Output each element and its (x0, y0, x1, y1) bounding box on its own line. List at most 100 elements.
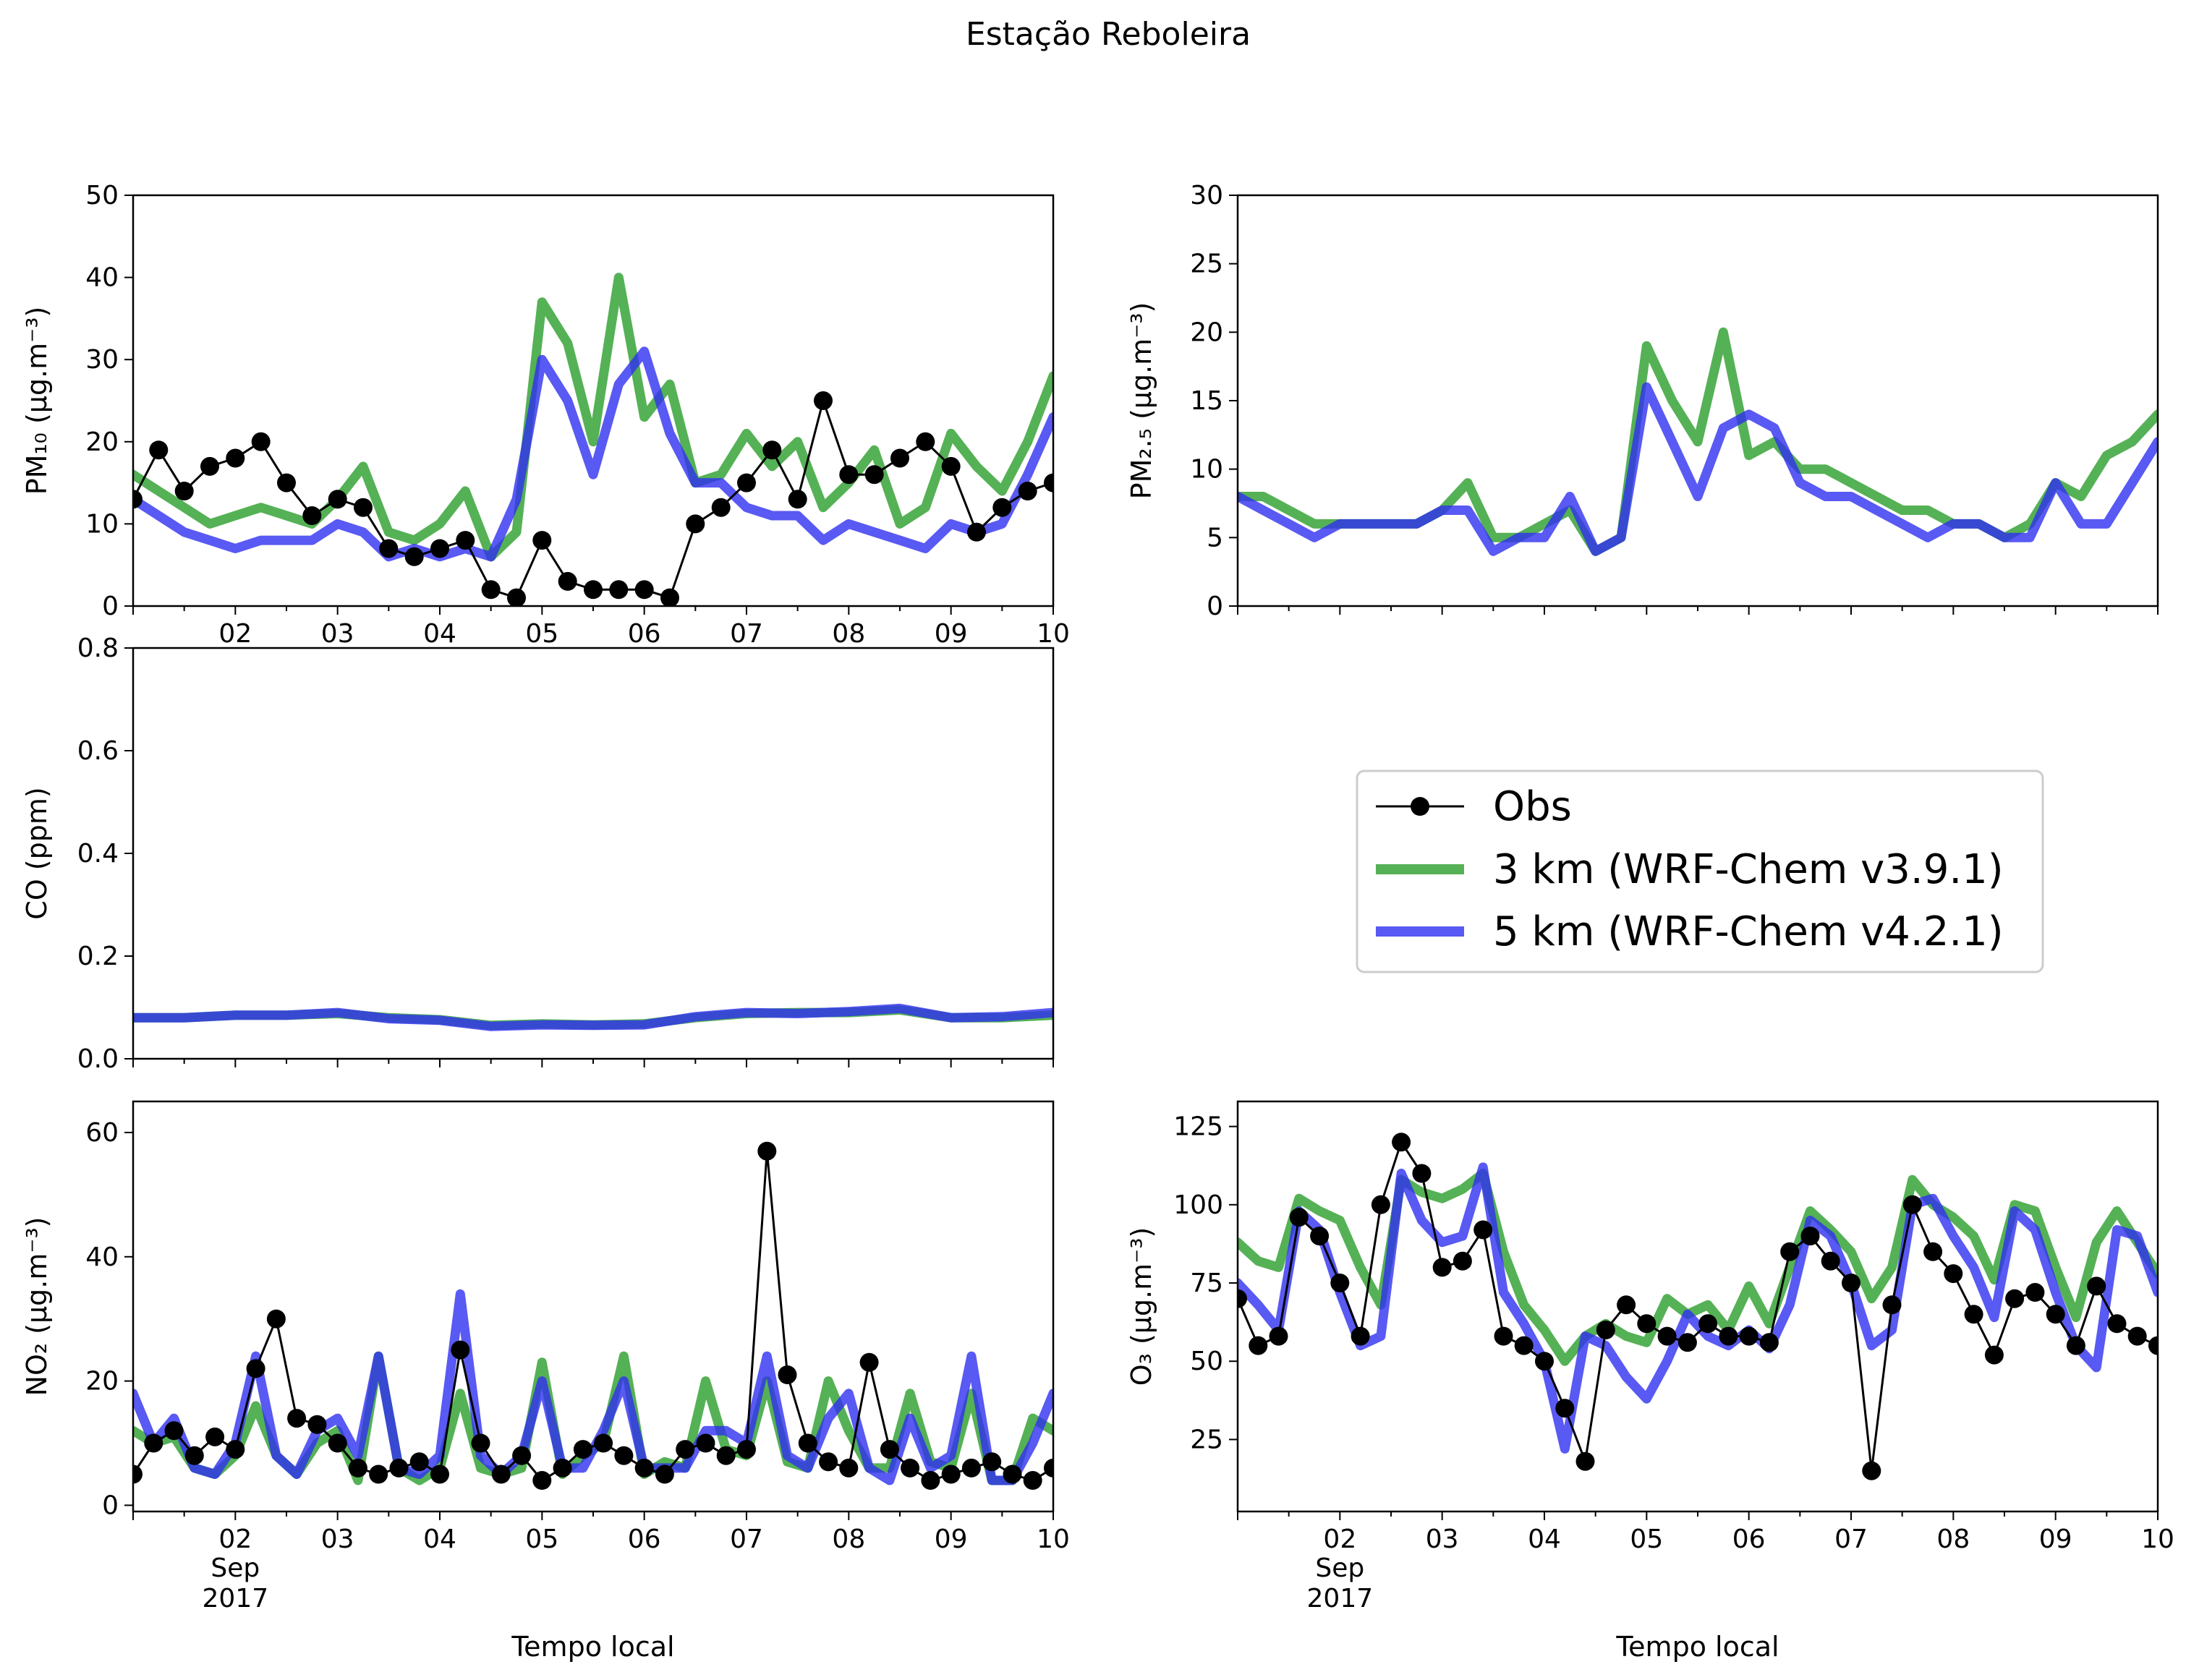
pm10-xtick-label: 08 (832, 619, 865, 649)
o3-obs-point (2087, 1276, 2106, 1296)
pm10-axes-frame (132, 194, 1055, 607)
pm10-obs-point (814, 391, 833, 410)
o3-xtick-label: 05 (1630, 1525, 1663, 1554)
no2-obs-point (307, 1415, 327, 1434)
no2-obs-point (880, 1440, 899, 1459)
o3-obs-point (1719, 1326, 1738, 1346)
no2-obs-point (409, 1452, 429, 1472)
no2-xlabel: Tempo local (511, 1631, 674, 1663)
pm10-ytick-label: 20 (85, 427, 119, 457)
o3-obs-point (1575, 1451, 1595, 1471)
pm10-ytick-label: 10 (85, 509, 119, 539)
o3-obs-point (1412, 1164, 1432, 1183)
o3-obs-point (1780, 1242, 1800, 1261)
o3-xtick-label: 04 (1528, 1525, 1561, 1554)
o3-ytick-label: 25 (1190, 1425, 1223, 1454)
no2-xtick-label: 10 (1037, 1525, 1070, 1554)
no2-obs-point (594, 1433, 613, 1453)
no2-obs-point (859, 1352, 879, 1372)
o3-obs-point (1739, 1326, 1758, 1346)
pm10-obs-point (634, 580, 654, 600)
o3-obs-point (1453, 1251, 1472, 1271)
no2-xlabel-year: 2017 (203, 1584, 269, 1613)
o3-obs-point (1473, 1220, 1493, 1240)
o3-obs-point (1371, 1195, 1390, 1214)
legend-label-5km: 5 km (WRF-Chem v4.2.1) (1493, 908, 2004, 955)
no2-obs-point (1023, 1471, 1042, 1490)
pm10-obs-point (941, 456, 961, 476)
no2-obs-point (164, 1421, 184, 1441)
no2-obs-point (491, 1464, 511, 1484)
o3-obs-point (1269, 1326, 1288, 1346)
pm10-obs-point (967, 522, 986, 542)
o3-xlabel-month: Sep (1315, 1553, 1364, 1583)
no2-obs-point (1044, 1458, 1053, 1478)
o3-ytick-label: 50 (1190, 1347, 1223, 1376)
no2-obs-point (369, 1464, 388, 1484)
o3-xlabel: Tempo local (1615, 1631, 1779, 1663)
pm10-obs-point (890, 448, 909, 468)
no2-xtick-label: 08 (832, 1525, 865, 1554)
pm10-obs-point (711, 498, 731, 517)
o3-series-5km-line (1238, 1162, 2158, 1454)
pm10-obs-point (737, 473, 756, 493)
pm10-ytick-label: 0 (102, 592, 119, 621)
pm25-plot-area (1238, 327, 2158, 556)
no2-plot-area (133, 1141, 1053, 1490)
no2-ytick-label: 40 (85, 1242, 119, 1272)
o3-obs-point (1821, 1251, 1840, 1271)
o3-xtick-label: 02 (1323, 1525, 1356, 1554)
o3-obs-point (2107, 1314, 2127, 1334)
no2-series-5km-line (133, 1289, 1053, 1485)
pm10-ylabel: PM₁₀ (µg.m⁻³) (21, 307, 53, 495)
no2-obs-point (696, 1433, 715, 1453)
o3-obs-point (1862, 1461, 1881, 1480)
no2-obs-point (716, 1446, 736, 1465)
pm10-obs-point (354, 498, 373, 517)
no2-obs-point (226, 1440, 245, 1459)
o3-obs-point (1330, 1274, 1350, 1292)
pm25-ytick-label: 0 (1207, 592, 1223, 621)
pm10-obs-point (558, 571, 577, 591)
pm10-obs-point (916, 432, 935, 451)
no2-ytick-label: 60 (85, 1118, 119, 1148)
pm25-ytick-label: 30 (1190, 181, 1223, 210)
o3-obs-point (2148, 1336, 2158, 1355)
o3-obs-point (1882, 1295, 1902, 1315)
no2-xtick-label: 09 (935, 1525, 968, 1554)
legend-entry-obs: Obs (1376, 783, 1572, 830)
pm10-series-3km-line (133, 273, 1053, 562)
o3-obs-point (1923, 1242, 1943, 1261)
o3-obs-point (2025, 1283, 2045, 1302)
pm10-obs-point (328, 490, 347, 509)
pm10-ytick-label: 40 (85, 263, 119, 293)
no2-obs-point (655, 1464, 674, 1484)
o3-obs-point (1759, 1333, 1779, 1352)
o3-panel: 25 50 75 100 125 02 03 04 05 06 07 08 09 10 O₃ (µg.m⁻³… (1126, 1100, 2174, 1663)
pm25-axes-frame (1236, 194, 2159, 607)
no2-obs-point (819, 1452, 838, 1472)
no2-xtick-label: 05 (525, 1525, 558, 1554)
pm10-xtick-label: 03 (321, 619, 354, 649)
pm10-obs-point (302, 506, 322, 525)
figure-suptitle: Estação Reboleira (966, 16, 1251, 53)
co-series-5km-line (133, 1003, 1053, 1031)
o3-xtick-label: 06 (1732, 1525, 1766, 1554)
pm10-obs-point (686, 514, 705, 534)
pm25-ylabel: PM₂.₅ (µg.m⁻³) (1126, 302, 1157, 500)
no2-obs-point (471, 1433, 490, 1453)
co-ylabel: CO (ppm) (21, 787, 53, 919)
legend-obs-marker (1411, 797, 1429, 816)
pm10-obs-point (788, 490, 807, 509)
no2-xtick-label: 04 (423, 1525, 456, 1554)
no2-obs-point (287, 1409, 307, 1428)
o3-obs-point (1637, 1314, 1656, 1334)
pm10-xtick-label: 06 (628, 619, 661, 649)
no2-obs-point (144, 1433, 163, 1453)
no2-obs-point (839, 1458, 859, 1478)
legend-label-obs: Obs (1493, 783, 1572, 830)
pm10-obs-point (762, 440, 782, 460)
pm10-obs-point (839, 465, 859, 485)
no2-obs-point (757, 1141, 777, 1161)
co-ytick-label: 0.6 (77, 736, 119, 766)
